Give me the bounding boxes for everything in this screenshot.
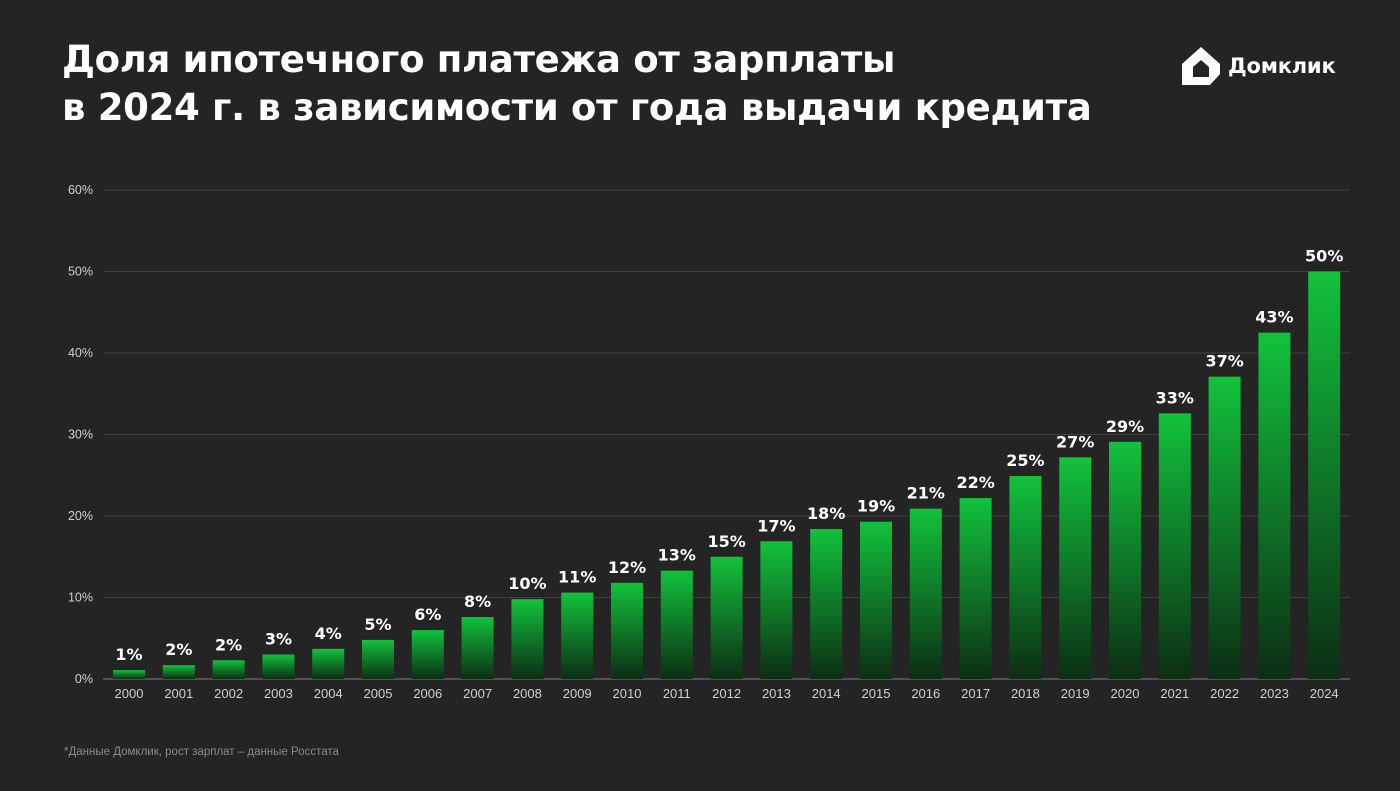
footnote: *Данные Домклик, рост зарплат – данные Р… — [64, 746, 339, 758]
data-label-2015: 19% — [857, 497, 895, 516]
y-tick-label: 30% — [68, 428, 93, 442]
x-tick-label-2013: 2013 — [762, 686, 791, 701]
bar-2013 — [760, 541, 793, 679]
bar-2016 — [909, 508, 942, 679]
x-tick-label-2022: 2022 — [1210, 686, 1239, 701]
data-label-2013: 17% — [757, 516, 795, 535]
bar-2020 — [1109, 441, 1141, 679]
bar-2015 — [860, 521, 892, 679]
bar-2007 — [461, 617, 494, 679]
house-icon — [1182, 47, 1220, 85]
bar-2003 — [262, 654, 295, 679]
bar-2010 — [611, 582, 643, 679]
bar-2000 — [113, 670, 145, 679]
page-title-line-1: Доля ипотечного платежа от зарплаты — [62, 38, 896, 81]
x-tick-label-2020: 2020 — [1111, 686, 1140, 701]
x-tick-label-2001: 2001 — [164, 686, 193, 701]
x-tick-label-2015: 2015 — [862, 686, 891, 701]
data-label-2012: 15% — [707, 532, 745, 551]
data-label-2006: 6% — [414, 605, 441, 624]
y-tick-label: 40% — [68, 346, 93, 360]
y-axis-ticks: 0% 10% 20% 30% 40% 50% 60% — [68, 183, 93, 686]
y-tick-label: 60% — [68, 183, 93, 197]
bar-2002 — [212, 660, 245, 679]
y-tick-label: 50% — [68, 265, 93, 279]
data-label-2023: 43% — [1255, 308, 1293, 327]
data-label-2022: 37% — [1205, 352, 1243, 371]
data-label-2024: 50% — [1305, 247, 1343, 266]
data-label-2004: 4% — [315, 624, 342, 643]
x-tick-label-2002: 2002 — [214, 686, 243, 701]
x-tick-label-2016: 2016 — [911, 686, 940, 701]
data-label-2001: 2% — [165, 640, 192, 659]
logo-text: Домклик — [1228, 54, 1336, 78]
bar-2001 — [162, 665, 195, 679]
x-tick-label-2007: 2007 — [463, 686, 492, 701]
x-tick-label-2000: 2000 — [115, 686, 144, 701]
data-label-2000: 1% — [115, 645, 142, 664]
bar-2004 — [312, 648, 345, 679]
bar-2012 — [710, 556, 743, 679]
bar-2006 — [411, 630, 444, 679]
x-tick-label-2008: 2008 — [513, 686, 542, 701]
x-tick-label-2003: 2003 — [264, 686, 293, 701]
data-label-2020: 29% — [1106, 417, 1144, 436]
x-tick-label-2024: 2024 — [1310, 686, 1339, 701]
data-label-2008: 10% — [508, 574, 546, 593]
x-tick-label-2011: 2011 — [663, 686, 691, 701]
x-tick-label-2012: 2012 — [712, 686, 741, 701]
x-tick-label-2006: 2006 — [413, 686, 442, 701]
bar-2022 — [1208, 376, 1241, 679]
data-label-2018: 25% — [1006, 451, 1044, 470]
y-tick-label: 10% — [68, 591, 93, 605]
x-tick-label-2021: 2021 — [1160, 686, 1189, 701]
bar-2024 — [1308, 271, 1341, 679]
x-tick-label-2005: 2005 — [364, 686, 393, 701]
x-tick-label-2017: 2017 — [961, 686, 990, 701]
data-label-2019: 27% — [1056, 432, 1094, 451]
y-tick-label: 0% — [75, 672, 93, 686]
x-tick-label-2009: 2009 — [563, 686, 592, 701]
bar-2019 — [1059, 457, 1092, 679]
bar-2018 — [1009, 476, 1042, 679]
data-label-2009: 11% — [558, 568, 596, 587]
grid-lines — [103, 189, 1350, 680]
data-label-2002: 2% — [215, 635, 242, 654]
data-label-2011: 13% — [658, 546, 696, 565]
x-tick-label-2010: 2010 — [613, 686, 642, 701]
data-label-2014: 18% — [807, 504, 845, 523]
data-labels: 1% 2% 2% 3% 4% 5% 6% 8% 10% 11% 12% 13% 15% 17% 18% 19%… — [115, 247, 1343, 665]
data-label-2021: 33% — [1156, 388, 1194, 407]
y-tick-label: 20% — [68, 509, 93, 523]
x-tick-label-2014: 2014 — [812, 686, 841, 701]
data-label-2005: 5% — [364, 615, 391, 634]
x-axis-ticks: 2000 2001 2002 2003 2004 2005 2006 2007 2008 2009… — [115, 686, 1339, 701]
bars — [113, 271, 1341, 679]
x-tick-label-2023: 2023 — [1260, 686, 1289, 701]
bar-2009 — [561, 592, 594, 679]
domclick-logo: Домклик — [1180, 44, 1336, 88]
data-label-2003: 3% — [265, 630, 292, 649]
bar-2017 — [959, 498, 992, 679]
data-label-2010: 12% — [608, 558, 646, 577]
page-title-line-2: в 2024 г. в зависимости от года выдачи к… — [62, 86, 1092, 129]
bar-2005 — [362, 639, 394, 679]
data-label-2007: 8% — [464, 592, 491, 611]
bar-2023 — [1258, 332, 1291, 679]
bar-2011 — [660, 570, 693, 679]
x-tick-label-2004: 2004 — [314, 686, 343, 701]
bar-2008 — [511, 599, 544, 679]
data-label-2016: 21% — [907, 484, 945, 503]
data-label-2017: 22% — [956, 473, 994, 492]
bar-2014 — [810, 529, 843, 679]
bar-2021 — [1158, 413, 1191, 679]
page-title: Доля ипотечного платежа от зарплаты в 20… — [62, 36, 1092, 132]
x-tick-label-2019: 2019 — [1061, 686, 1090, 701]
x-tick-label-2018: 2018 — [1011, 686, 1040, 701]
